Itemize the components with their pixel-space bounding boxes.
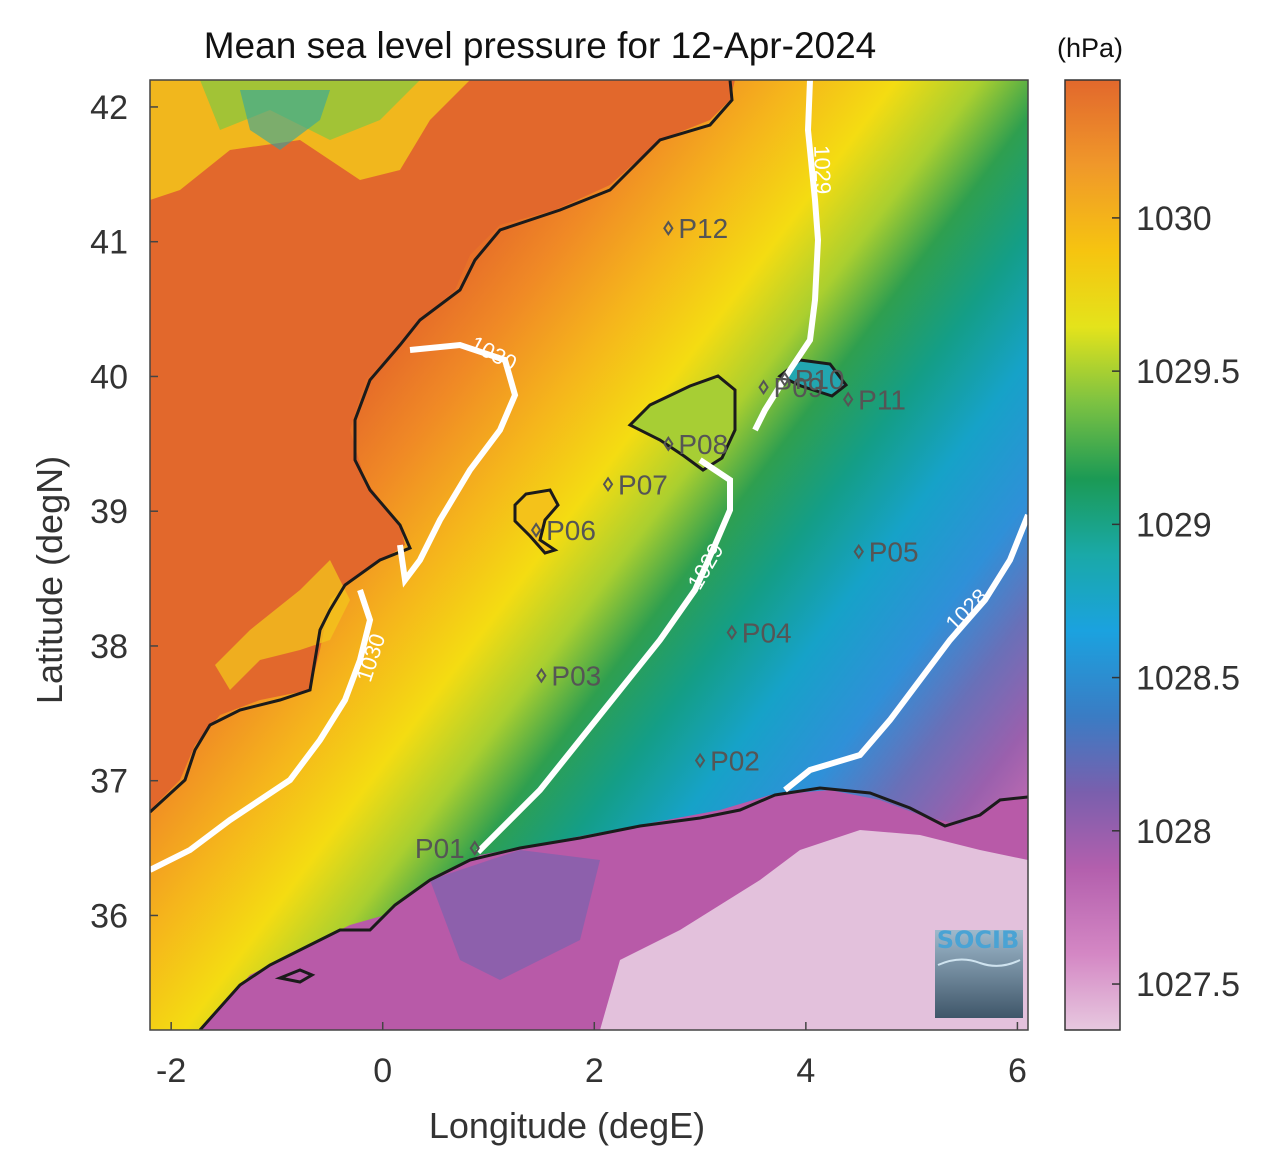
station-marker-icon bbox=[853, 543, 864, 560]
contour-1030-north bbox=[397, 341, 519, 588]
x-tick-label: -2 bbox=[156, 1052, 186, 1090]
station-label: P06 bbox=[546, 515, 596, 546]
y-tick-label: 39 bbox=[90, 493, 128, 531]
africa-coast-patch bbox=[430, 850, 600, 980]
station-label: P05 bbox=[869, 537, 919, 568]
coastline-iberia bbox=[150, 80, 734, 814]
logo-wave bbox=[937, 958, 1021, 967]
station-marker-icon bbox=[726, 624, 738, 641]
station-label: P04 bbox=[742, 617, 792, 648]
logo-text: SOCIB bbox=[937, 926, 1020, 954]
colorbar-tick-label: 1028.5 bbox=[1136, 660, 1240, 698]
station-marker-icon bbox=[842, 391, 854, 408]
station-marker-icon bbox=[758, 379, 769, 396]
station-marker-icon bbox=[694, 752, 706, 769]
station-marker-icon bbox=[663, 220, 674, 237]
station-label: P10 bbox=[795, 364, 845, 395]
station-label: P01 bbox=[415, 833, 465, 864]
y-tick-label: 42 bbox=[90, 89, 128, 127]
colorbar-tick-label: 1028 bbox=[1136, 813, 1212, 851]
contour-1029-east bbox=[752, 80, 822, 432]
ibiza-island bbox=[515, 490, 558, 553]
socib-logo: SOCIB bbox=[937, 926, 1021, 967]
colorbar-ticks: 1027.5 1028 1028.5 1029 1029.5 1030 bbox=[1112, 200, 1240, 1004]
highland-teal bbox=[240, 90, 330, 150]
contour-1029-south bbox=[475, 457, 733, 855]
logo-box bbox=[935, 930, 1023, 1018]
colorbar-tick-label: 1030 bbox=[1136, 200, 1212, 238]
contour-1028 bbox=[783, 513, 1028, 793]
mallorca-island bbox=[630, 378, 735, 470]
y-tick-label: 40 bbox=[90, 358, 128, 396]
station-marker-icon bbox=[663, 436, 674, 452]
colorbar-tick-label: 1029 bbox=[1136, 506, 1212, 544]
contour-label: 1029 bbox=[809, 145, 836, 195]
x-tick-label: 2 bbox=[585, 1052, 604, 1090]
station-marker-icon bbox=[602, 476, 614, 493]
coastline-mallorca bbox=[627, 374, 737, 472]
y-axis-ticks: 36 37 38 39 40 41 42 bbox=[90, 89, 158, 935]
station-label: P12 bbox=[678, 213, 728, 244]
highland-strip bbox=[215, 560, 350, 690]
y-axis-label: Latitude (degN) bbox=[29, 456, 70, 704]
coastline-alboran bbox=[274, 968, 316, 984]
x-axis-ticks: -2 0 2 4 6 bbox=[156, 1022, 1027, 1090]
colorbar-unit-label: (hPa) bbox=[1057, 33, 1123, 63]
coastline-ibiza bbox=[513, 488, 560, 555]
x-tick-label: 0 bbox=[373, 1052, 392, 1090]
station-marker-icon bbox=[469, 840, 480, 856]
map-plot-area: 1030 1030 1029 1029 1028 P01P02P03P04P05… bbox=[150, 80, 1028, 1030]
y-tick-label: 41 bbox=[90, 224, 128, 262]
y-tick-label: 36 bbox=[90, 897, 128, 935]
x-tick-label: 4 bbox=[796, 1052, 815, 1090]
station-label: P11 bbox=[858, 384, 906, 415]
station-label: P03 bbox=[551, 661, 601, 692]
station-label: P02 bbox=[710, 745, 760, 776]
x-axis-label: Longitude (degE) bbox=[429, 1105, 705, 1146]
colorbar bbox=[1064, 79, 1121, 1031]
station-label: P07 bbox=[618, 469, 668, 500]
colorbar-tick-label: 1029.5 bbox=[1136, 353, 1240, 391]
africa-desert bbox=[600, 830, 1028, 1030]
station-marker-icon bbox=[536, 667, 547, 684]
map-frame bbox=[149, 79, 1029, 1031]
coastline-africa bbox=[198, 786, 1028, 1030]
x-tick-label: 6 bbox=[1008, 1052, 1027, 1090]
chart-title: Mean sea level pressure for 12-Apr-2024 bbox=[204, 25, 877, 66]
menorca-island bbox=[780, 360, 845, 395]
station-label: P08 bbox=[678, 429, 728, 460]
contour-1030-south bbox=[150, 589, 374, 873]
station-marker-icon bbox=[779, 371, 790, 387]
y-tick-label: 38 bbox=[90, 628, 128, 666]
colorbar-tick-label: 1027.5 bbox=[1136, 966, 1240, 1004]
y-tick-label: 37 bbox=[90, 763, 128, 801]
station-marker-icon bbox=[530, 522, 542, 538]
